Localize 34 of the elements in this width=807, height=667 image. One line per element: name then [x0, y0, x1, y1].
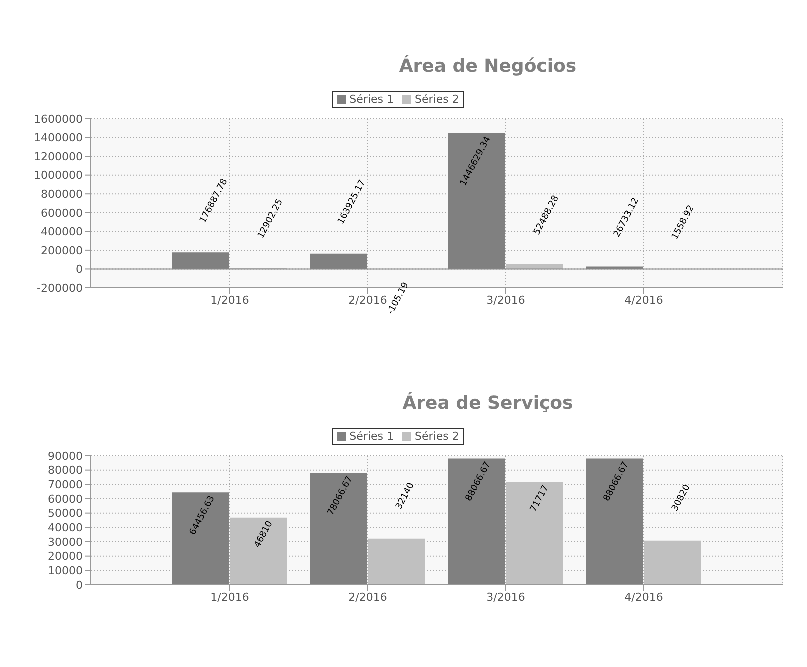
y-tick-label: 400000 [41, 226, 83, 239]
x-tick-label: 1/2016 [210, 590, 250, 604]
y-tick-label: 80000 [48, 464, 83, 478]
y-tick-label: 70000 [48, 478, 83, 492]
y-tick-label: 0 [76, 263, 83, 276]
x-tick-label: 4/2016 [624, 590, 664, 604]
legend-label: Séries 2 [414, 93, 460, 106]
y-tick-label: 1600000 [34, 112, 83, 126]
legend-label: Séries 1 [348, 430, 394, 443]
y-tick-label: 1200000 [34, 150, 83, 164]
x-tick-label: 4/2016 [624, 294, 664, 307]
y-tick-label: 1000000 [34, 169, 83, 182]
y-tick-label: 40000 [48, 522, 83, 535]
x-tick-label: 3/2016 [486, 294, 526, 307]
y-tick-label: 800000 [41, 188, 83, 202]
chart-title: Área de Negócios [398, 56, 578, 77]
y-tick-label: -200000 [37, 282, 83, 295]
y-tick-label: 1400000 [34, 132, 83, 145]
y-tick-label: 60000 [48, 492, 83, 506]
x-tick-label: 2/2016 [348, 590, 388, 604]
y-tick-label: 50000 [48, 507, 83, 520]
x-tick-label: 2/2016 [348, 294, 388, 307]
x-tick-label: 1/2016 [210, 294, 250, 307]
x-tick-label: 3/2016 [486, 590, 526, 604]
y-tick-label: 30000 [48, 536, 83, 549]
y-tick-label: 10000 [48, 564, 83, 578]
legend-label: Séries 2 [414, 430, 460, 443]
y-tick-label: 0 [76, 578, 83, 592]
y-tick-label: 600000 [41, 206, 83, 220]
y-tick-label: 200000 [41, 244, 83, 258]
legend-label: Séries 1 [348, 93, 394, 106]
y-tick-label: 20000 [48, 550, 83, 564]
y-tick-label: 90000 [48, 450, 83, 463]
chart-title: Área de Serviços [402, 393, 574, 414]
